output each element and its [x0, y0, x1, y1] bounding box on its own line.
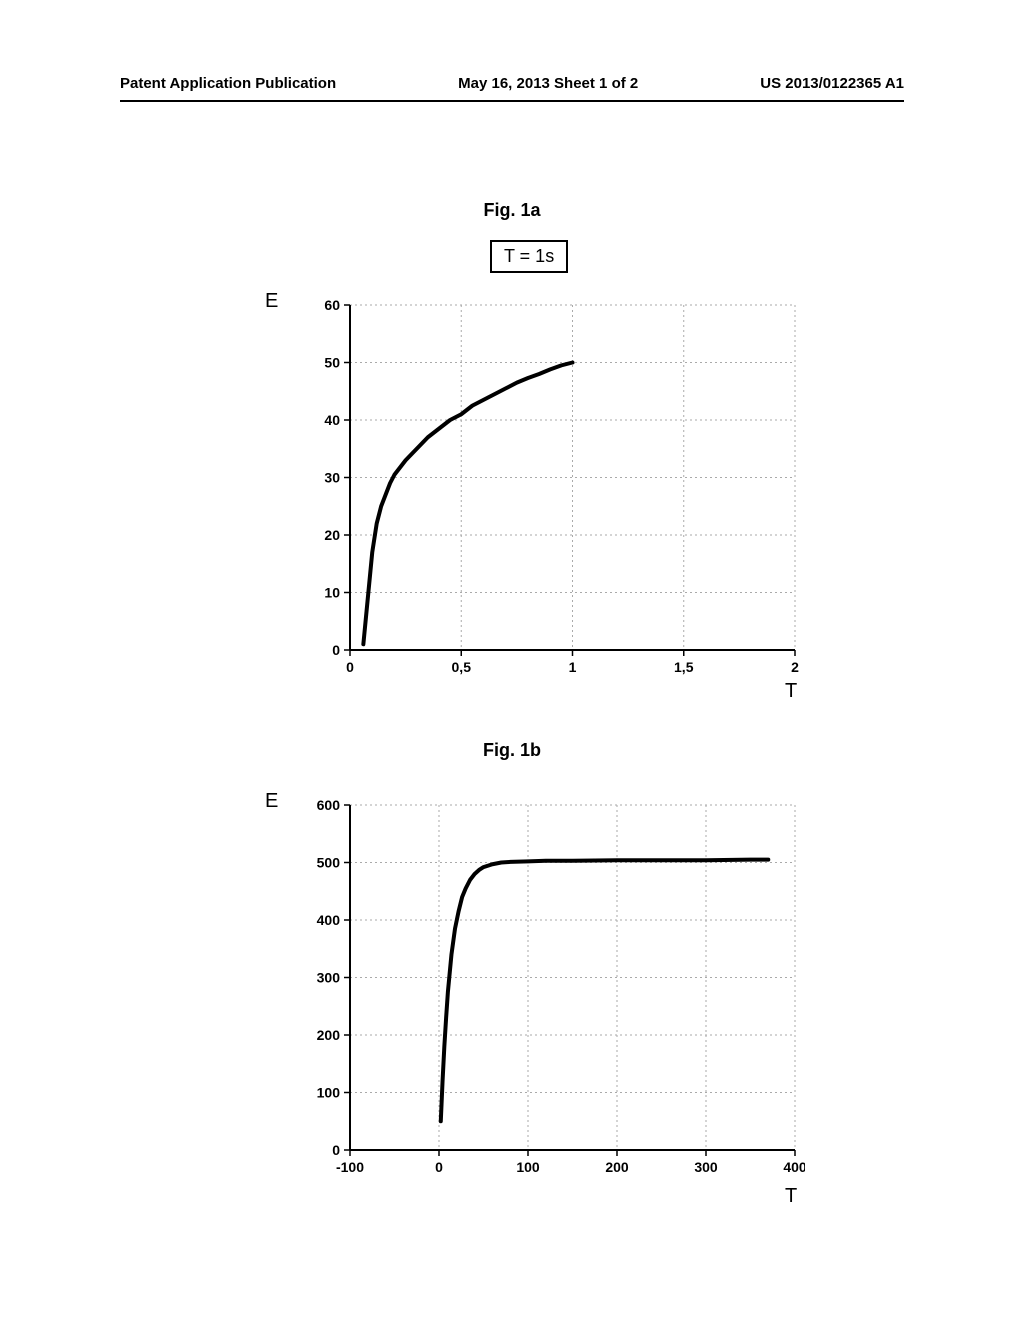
fig1a-ylabel: E	[265, 290, 278, 313]
page-header: Patent Application Publication May 16, 2…	[0, 75, 1024, 92]
svg-text:300: 300	[694, 1159, 718, 1175]
fig1a-title: Fig. 1a	[0, 200, 1024, 221]
svg-text:0: 0	[332, 1142, 340, 1158]
svg-text:0: 0	[332, 642, 340, 658]
svg-text:0: 0	[435, 1159, 443, 1175]
fig1a-svg: 00,511,520102030405060	[295, 290, 805, 690]
svg-text:200: 200	[605, 1159, 629, 1175]
svg-text:30: 30	[324, 470, 340, 486]
header-center: May 16, 2013 Sheet 1 of 2	[458, 75, 638, 92]
svg-text:2: 2	[791, 659, 799, 675]
svg-text:300: 300	[317, 970, 341, 986]
svg-text:100: 100	[317, 1085, 341, 1101]
svg-text:10: 10	[324, 585, 340, 601]
fig1b-chart: -10001002003004000100200300400500600	[295, 790, 805, 1195]
fig1b-xlabel: T	[785, 1185, 797, 1208]
svg-text:400: 400	[783, 1159, 805, 1175]
svg-text:0,5: 0,5	[452, 659, 472, 675]
fig1a-xlabel: T	[785, 680, 797, 703]
svg-text:60: 60	[324, 297, 340, 313]
svg-text:-100: -100	[336, 1159, 364, 1175]
svg-text:400: 400	[317, 912, 341, 928]
header-left: Patent Application Publication	[120, 75, 336, 92]
header-right: US 2013/0122365 A1	[760, 75, 904, 92]
svg-text:200: 200	[317, 1027, 341, 1043]
svg-text:100: 100	[516, 1159, 540, 1175]
svg-text:20: 20	[324, 527, 340, 543]
fig1b-title: Fig. 1b	[0, 740, 1024, 761]
fig1b-ylabel: E	[265, 790, 278, 813]
svg-text:50: 50	[324, 355, 340, 371]
fig1a-chart: 00,511,520102030405060	[295, 290, 805, 695]
svg-text:600: 600	[317, 797, 341, 813]
svg-text:1,5: 1,5	[674, 659, 694, 675]
svg-text:500: 500	[317, 855, 341, 871]
svg-text:1: 1	[569, 659, 577, 675]
fig1b-svg: -10001002003004000100200300400500600	[295, 790, 805, 1190]
svg-text:0: 0	[346, 659, 354, 675]
svg-text:40: 40	[324, 412, 340, 428]
fig1a-legend: T = 1s	[490, 240, 568, 273]
header-rule	[120, 100, 904, 102]
